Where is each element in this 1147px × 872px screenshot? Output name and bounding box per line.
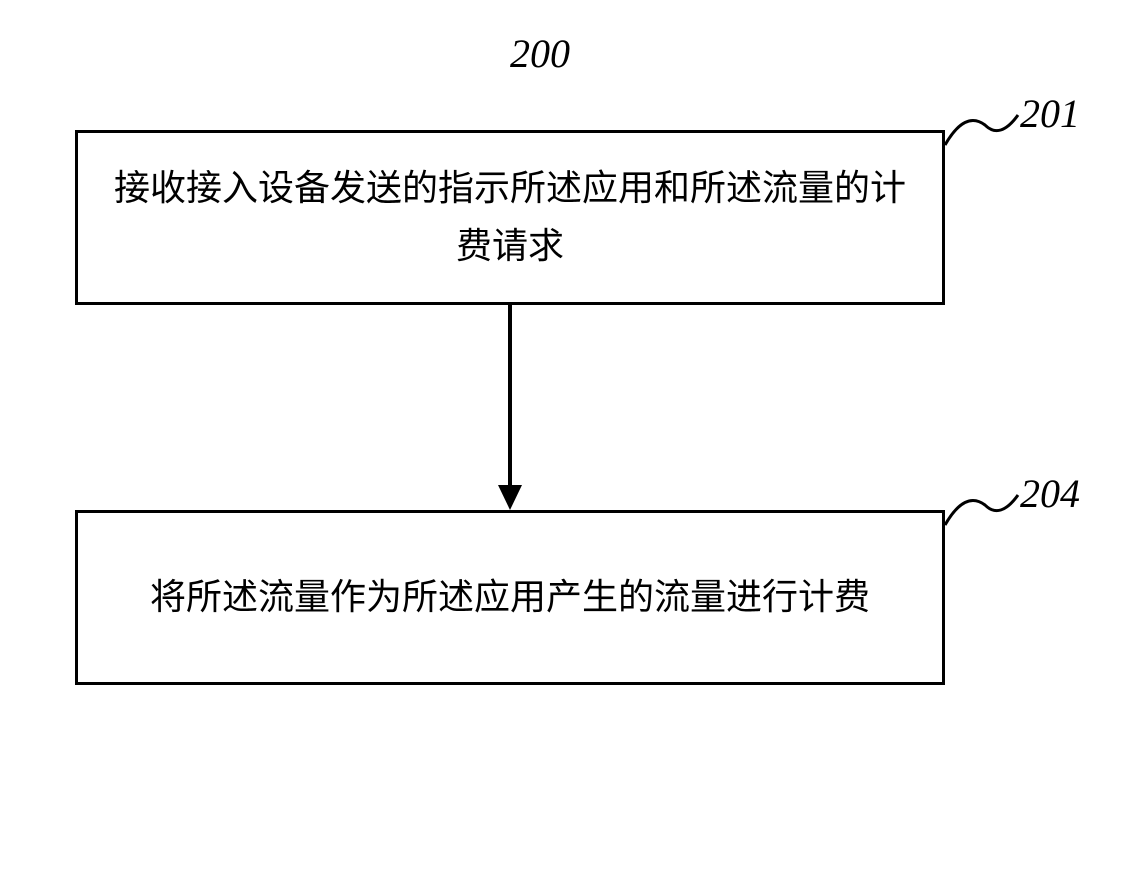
edge-201-to-204 xyxy=(490,305,530,515)
callout-curve-201 xyxy=(940,95,1030,165)
callout-curve-204 xyxy=(940,475,1030,545)
flowchart-diagram: 200 接收接入设备发送的指示所述应用和所述流量的计费请求 201 将所述流量作… xyxy=(0,0,1147,872)
node-204-text: 将所述流量作为所述应用产生的流量进行计费 xyxy=(150,569,870,627)
flowchart-node-201: 接收接入设备发送的指示所述应用和所述流量的计费请求 xyxy=(75,130,945,305)
node-201-text: 接收接入设备发送的指示所述应用和所述流量的计费请求 xyxy=(98,160,922,275)
flowchart-node-204: 将所述流量作为所述应用产生的流量进行计费 xyxy=(75,510,945,685)
figure-number: 200 xyxy=(510,30,570,77)
